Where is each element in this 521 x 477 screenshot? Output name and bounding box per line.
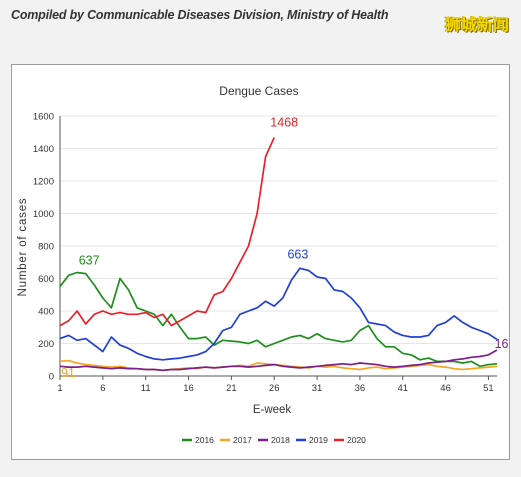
source-note: Compiled by Communicable Diseases Divisi… [11,8,389,22]
legend-label-2018: 2018 [271,435,290,445]
x-tick-label: 36 [355,383,366,394]
data-label: 160 [495,337,509,351]
legend-label-2017: 2017 [233,435,252,445]
x-axis-label: E-week [253,404,292,416]
series-line-2016 [59,271,498,368]
data-label: 663 [287,247,308,261]
x-tick-label: 41 [397,383,408,394]
y-tick-label: 800 [38,242,54,253]
legend-label-2016: 2016 [195,435,214,445]
data-label: 637 [79,253,100,267]
y-tick-label: 0 [49,372,54,383]
legend-label-2019: 2019 [309,435,328,445]
x-tick-label: 46 [440,383,451,394]
series-line-2018 [59,349,498,372]
x-tick-label: 1 [57,383,62,394]
chart-title: Dengue Cases [219,84,298,98]
series-line-2019 [59,267,498,361]
y-tick-label: 1400 [33,144,54,155]
data-label: 91 [61,366,75,380]
x-tick-label: 6 [100,383,105,394]
brand-logo: 狮城新闻 [444,15,509,34]
y-tick-label: 1000 [33,209,54,220]
annotation-layer: 637 91 1468 663 160 [61,115,509,380]
y-tick-label: 1200 [33,177,54,188]
series-layer [59,137,498,372]
x-tick-label: 16 [183,383,194,394]
legend-label-2020: 2020 [347,435,366,445]
y-axis-label: Number of cases [17,198,29,297]
x-tick-label: 31 [312,383,323,394]
y-tick-label: 400 [38,307,54,318]
grid-layer [60,115,497,377]
x-tick-label: 26 [269,383,280,394]
y-tick-label: 600 [38,274,54,285]
y-tick-label: 200 [38,339,54,350]
legend-layer: 2016 2017 2018 2019 2020 [182,435,366,445]
x-tick-label: 21 [226,383,237,394]
y-tick-label: 1600 [33,112,54,123]
series-line-2020 [59,137,275,327]
chart-container: 0 200 400 600 800 1000 1200 1400 1600 1 6 11 16 21 26 3… [11,64,510,460]
x-tick-label: 11 [141,383,151,394]
x-tick-label: 51 [483,383,494,394]
data-label: 1468 [270,115,298,129]
